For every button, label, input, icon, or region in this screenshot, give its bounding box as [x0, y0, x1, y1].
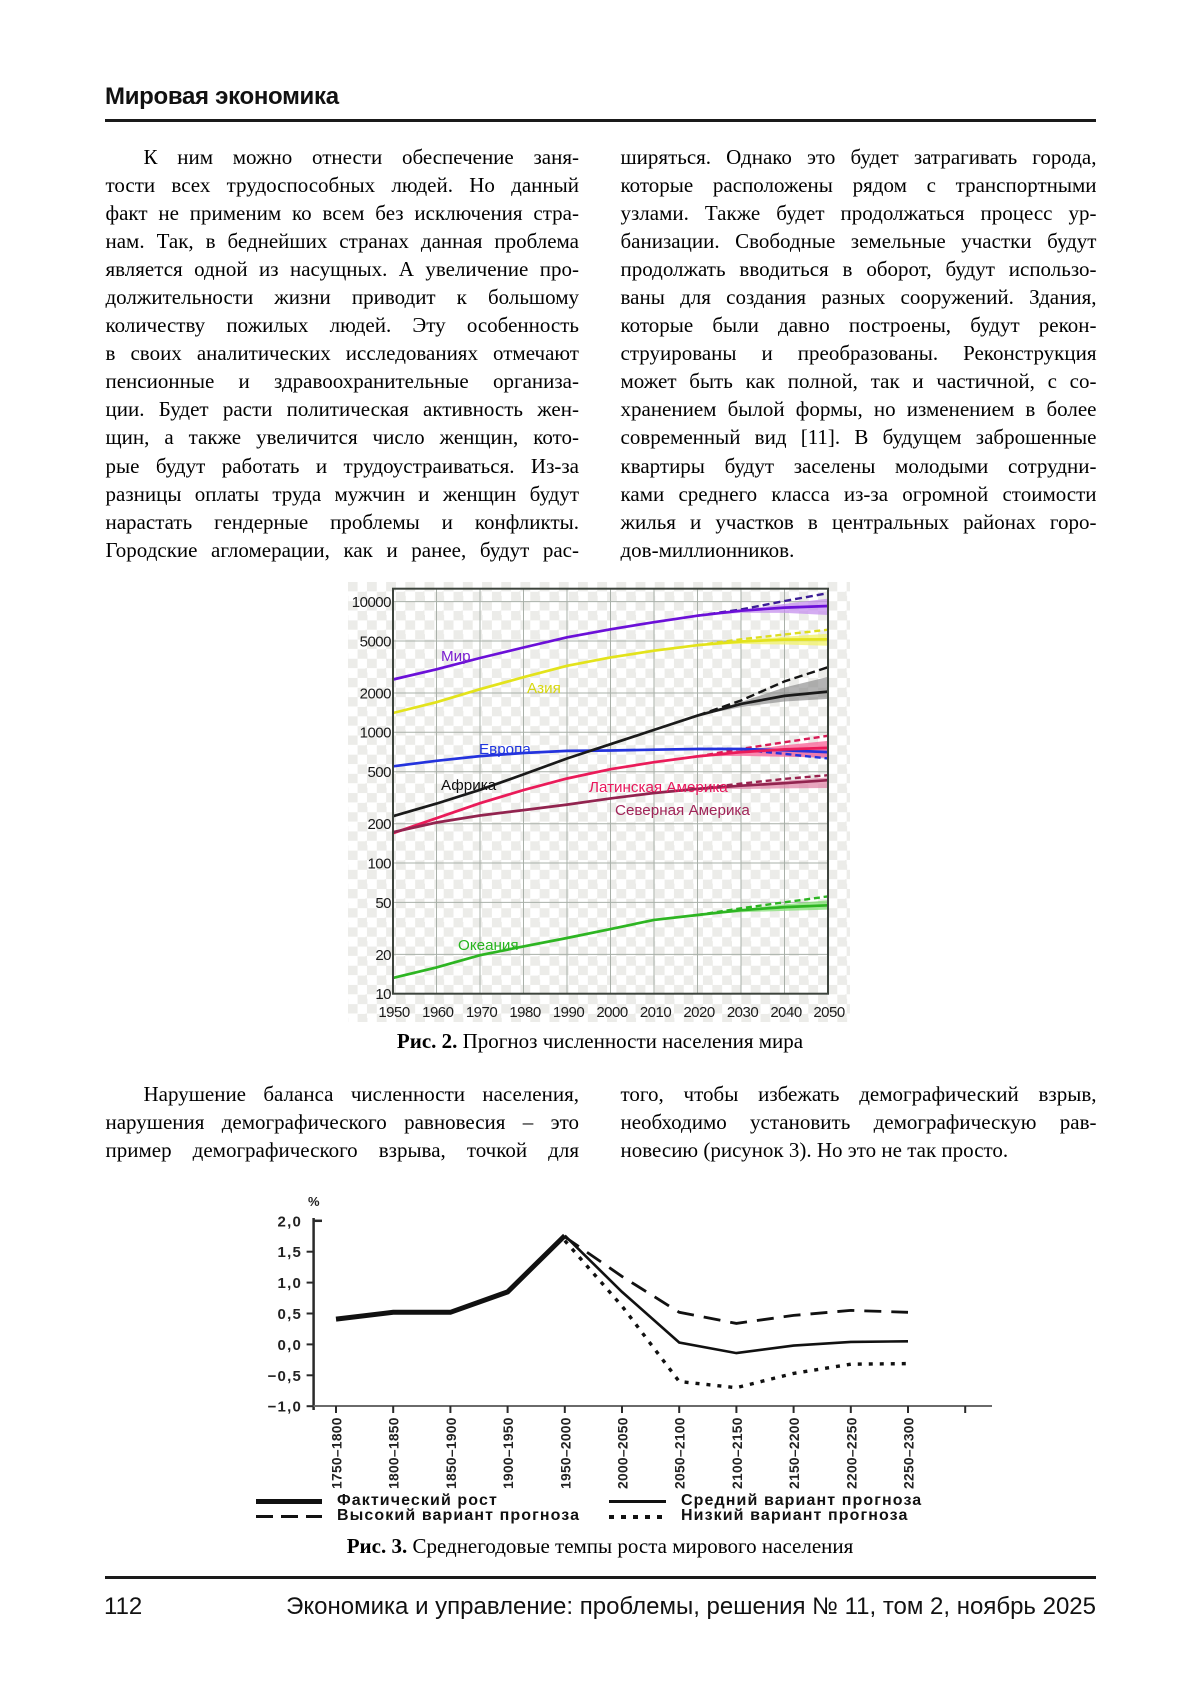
- svg-text:Европа: Европа: [479, 741, 531, 758]
- svg-text:2020: 2020: [683, 1004, 715, 1021]
- svg-text:1950–2000: 1950–2000: [558, 1417, 573, 1489]
- svg-text:1980: 1980: [509, 1004, 541, 1021]
- svg-text:2100–2150: 2100–2150: [730, 1417, 745, 1489]
- svg-text:50: 50: [375, 895, 391, 912]
- svg-text:Латинская Америка: Латинская Америка: [589, 779, 728, 796]
- svg-text:Океания: Океания: [458, 937, 519, 954]
- svg-text:−0,5: −0,5: [268, 1368, 302, 1385]
- svg-text:1970: 1970: [466, 1004, 498, 1021]
- svg-text:2200–2250: 2200–2250: [844, 1417, 859, 1489]
- svg-text:2050–2100: 2050–2100: [673, 1417, 688, 1489]
- svg-text:20: 20: [375, 947, 391, 964]
- svg-text:1850–1900: 1850–1900: [444, 1417, 459, 1489]
- svg-text:2000: 2000: [596, 1004, 628, 1021]
- svg-text:2150–2200: 2150–2200: [787, 1417, 802, 1489]
- svg-text:10: 10: [375, 986, 391, 1003]
- svg-text:2030: 2030: [727, 1004, 759, 1021]
- svg-text:10000: 10000: [352, 594, 391, 611]
- svg-text:1960: 1960: [422, 1004, 454, 1021]
- svg-text:Мир: Мир: [441, 648, 471, 665]
- svg-text:1990: 1990: [553, 1004, 585, 1021]
- svg-text:2000: 2000: [360, 685, 392, 702]
- svg-text:200: 200: [367, 816, 391, 833]
- svg-text:1,5: 1,5: [278, 1244, 302, 1261]
- svg-text:2000–2050: 2000–2050: [616, 1417, 631, 1489]
- svg-text:0,5: 0,5: [278, 1306, 302, 1323]
- svg-text:2,0: 2,0: [278, 1213, 302, 1230]
- svg-text:Африка: Африка: [441, 777, 497, 794]
- svg-text:2010: 2010: [640, 1004, 672, 1021]
- svg-text:0,0: 0,0: [278, 1337, 302, 1354]
- svg-text:500: 500: [367, 764, 391, 781]
- svg-text:1900–1950: 1900–1950: [501, 1417, 516, 1489]
- svg-text:Северная Америка: Северная Америка: [615, 802, 750, 819]
- svg-text:Азия: Азия: [527, 680, 561, 697]
- svg-text:2250–2300: 2250–2300: [902, 1417, 917, 1489]
- svg-text:1800–1850: 1800–1850: [387, 1417, 402, 1489]
- svg-text:2040: 2040: [770, 1004, 802, 1021]
- svg-text:5000: 5000: [360, 633, 392, 650]
- svg-text:1000: 1000: [360, 725, 392, 742]
- svg-text:2050: 2050: [813, 1004, 845, 1021]
- svg-text:1950: 1950: [378, 1004, 410, 1021]
- svg-text:1750–1800: 1750–1800: [330, 1417, 345, 1489]
- svg-text:100: 100: [367, 855, 391, 872]
- svg-text:1,0: 1,0: [278, 1275, 302, 1292]
- svg-text:%: %: [308, 1194, 320, 1209]
- svg-text:−1,0: −1,0: [268, 1399, 302, 1416]
